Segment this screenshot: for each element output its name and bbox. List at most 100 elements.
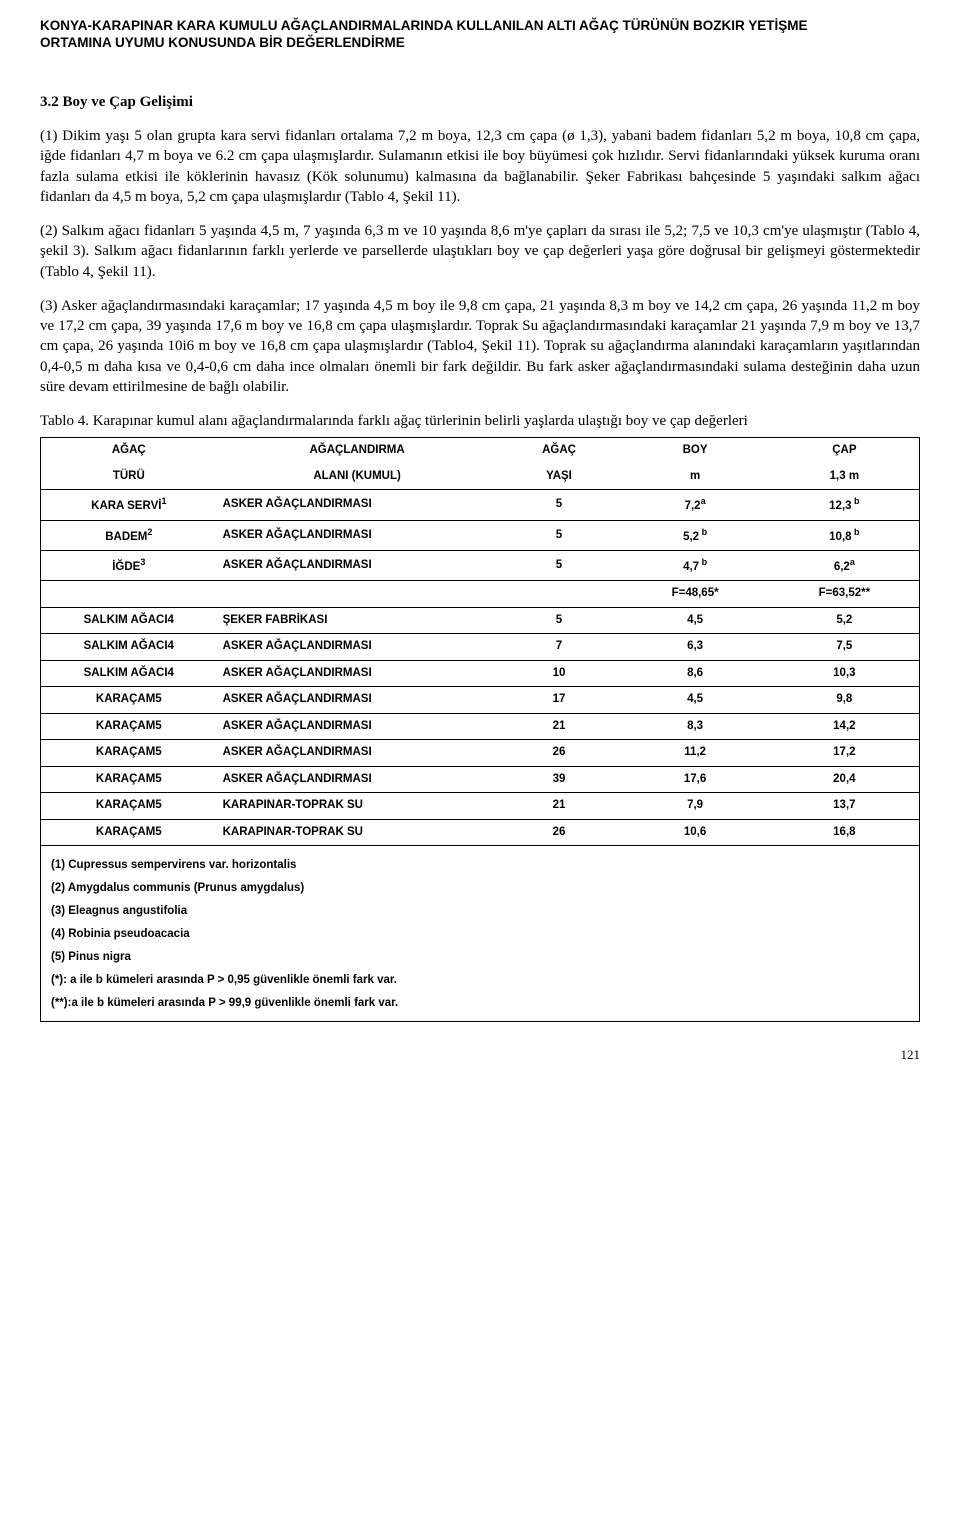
cell: ŞEKER FABRİKASI — [217, 607, 498, 634]
paragraph-3: (3) Asker ağaçlandırmasındaki karaçamlar… — [40, 296, 920, 397]
cell: 10 — [498, 660, 621, 687]
cell: 6,2a — [770, 550, 919, 580]
cell: SALKIM AĞACI4 — [41, 607, 217, 634]
cell: 8,6 — [620, 660, 769, 687]
cell: KARAÇAM5 — [41, 713, 217, 740]
cell: 7,9 — [620, 793, 769, 820]
cell: 39 — [498, 766, 621, 793]
header-line-1: KONYA-KARAPINAR KARA KUMULU AĞAÇLANDIRMA… — [40, 18, 807, 33]
cell: KARAÇAM5 — [41, 793, 217, 820]
cell: 16,8 — [770, 819, 919, 845]
footnote: (2) Amygdalus communis (Prunus amygdalus… — [51, 877, 909, 900]
table-row: KARA SERVİ1 ASKER AĞAÇLANDIRMASI 5 7,2a … — [41, 490, 919, 520]
th-cap: ÇAP — [770, 438, 919, 464]
table-row: KARAÇAM5 ASKER AĞAÇLANDIRMASI 39 17,6 20… — [41, 766, 919, 793]
cell: 5,2 — [770, 607, 919, 634]
cell: 7,2a — [620, 490, 769, 520]
cell: ASKER AĞAÇLANDIRMASI — [217, 660, 498, 687]
cell: 17 — [498, 687, 621, 714]
table-row: KARAÇAM5 ASKER AĞAÇLANDIRMASI 21 8,3 14,… — [41, 713, 919, 740]
cell: ASKER AĞAÇLANDIRMASI — [217, 634, 498, 661]
f-val-2: F=63,52** — [770, 581, 919, 608]
table-row: BADEM2 ASKER AĞAÇLANDIRMASI 5 5,2 b 10,8… — [41, 520, 919, 550]
cell: KARAÇAM5 — [41, 740, 217, 767]
cell: 12,3 b — [770, 490, 919, 520]
th-boy: BOY — [620, 438, 769, 464]
cell: KARAPINAR-TOPRAK SU — [217, 793, 498, 820]
table-row: KARAÇAM5 ASKER AĞAÇLANDIRMASI 17 4,5 9,8 — [41, 687, 919, 714]
th-alani: AĞAÇLANDIRMA — [217, 438, 498, 464]
cell: 17,6 — [620, 766, 769, 793]
footnote: (1) Cupressus sempervirens var. horizont… — [51, 854, 909, 877]
page-number: 121 — [40, 1046, 920, 1064]
cell: ASKER AĞAÇLANDIRMASI — [217, 740, 498, 767]
cell: 6,3 — [620, 634, 769, 661]
table-row: SALKIM AĞACI4 ASKER AĞAÇLANDIRMASI 7 6,3… — [41, 634, 919, 661]
cell: SALKIM AĞACI4 — [41, 660, 217, 687]
cell: 5 — [498, 607, 621, 634]
footnote: (3) Eleagnus angustifolia — [51, 900, 909, 923]
table-header-row-1: AĞAÇ AĞAÇLANDIRMA AĞAÇ BOY ÇAP — [41, 438, 919, 464]
cell: KARAÇAM5 — [41, 687, 217, 714]
f-val-1: F=48,65* — [620, 581, 769, 608]
cell: 5 — [498, 490, 621, 520]
cell: 21 — [498, 713, 621, 740]
cell: ASKER AĞAÇLANDIRMASI — [217, 550, 498, 580]
cell: 10,6 — [620, 819, 769, 845]
table-row: KARAÇAM5 ASKER AĞAÇLANDIRMASI 26 11,2 17… — [41, 740, 919, 767]
cell: 17,2 — [770, 740, 919, 767]
cell: ASKER AĞAÇLANDIRMASI — [217, 520, 498, 550]
th-m: m — [620, 464, 769, 490]
table-4-wrapper: AĞAÇ AĞAÇLANDIRMA AĞAÇ BOY ÇAP TÜRÜ ALAN… — [40, 437, 920, 1022]
cell: 10,3 — [770, 660, 919, 687]
f-row: F=48,65* F=63,52** — [41, 581, 919, 608]
cell: KARAPINAR-TOPRAK SU — [217, 819, 498, 845]
cell: 7 — [498, 634, 621, 661]
footnote: (**):a ile b kümeleri arasında P > 99,9 … — [51, 992, 909, 1015]
th-agac: AĞAÇ — [41, 438, 217, 464]
cell: SALKIM AĞACI4 — [41, 634, 217, 661]
table-row: KARAÇAM5 KARAPINAR-TOPRAK SU 21 7,9 13,7 — [41, 793, 919, 820]
cell: 9,8 — [770, 687, 919, 714]
paragraph-2: (2) Salkım ağacı fidanları 5 yaşında 4,5… — [40, 221, 920, 282]
table-caption: Tablo 4. Karapınar kumul alanı ağaçlandı… — [40, 411, 920, 431]
cell: 21 — [498, 793, 621, 820]
cell: ASKER AĞAÇLANDIRMASI — [217, 687, 498, 714]
table-row: SALKIM AĞACI4 ŞEKER FABRİKASI 5 4,5 5,2 — [41, 607, 919, 634]
cell: KARAÇAM5 — [41, 766, 217, 793]
footnote: (4) Robinia pseudoacacia — [51, 923, 909, 946]
cell: 7,5 — [770, 634, 919, 661]
cell: ASKER AĞAÇLANDIRMASI — [217, 490, 498, 520]
cell: 13,7 — [770, 793, 919, 820]
cell: 20,4 — [770, 766, 919, 793]
th-kumul: ALANI (KUMUL) — [217, 464, 498, 490]
cell: ASKER AĞAÇLANDIRMASI — [217, 713, 498, 740]
table-row: İĞDE3 ASKER AĞAÇLANDIRMASI 5 4,7 b 6,2a — [41, 550, 919, 580]
cell: ASKER AĞAÇLANDIRMASI — [217, 766, 498, 793]
cell: 10,8 b — [770, 520, 919, 550]
paragraph-1: (1) Dikim yaşı 5 olan grupta kara servi … — [40, 126, 920, 207]
cell: 5 — [498, 550, 621, 580]
table-footnotes: (1) Cupressus sempervirens var. horizont… — [41, 845, 919, 1021]
page-header: KONYA-KARAPINAR KARA KUMULU AĞAÇLANDIRMA… — [40, 18, 920, 52]
table-row: KARAÇAM5 KARAPINAR-TOPRAK SU 26 10,6 16,… — [41, 819, 919, 845]
th-turu: TÜRÜ — [41, 464, 217, 490]
cell: 4,7 b — [620, 550, 769, 580]
footnote: (*): a ile b kümeleri arasında P > 0,95 … — [51, 969, 909, 992]
th-13m: 1,3 m — [770, 464, 919, 490]
cell: 11,2 — [620, 740, 769, 767]
cell: 26 — [498, 819, 621, 845]
th-yasi2: YAŞI — [498, 464, 621, 490]
cell: 5 — [498, 520, 621, 550]
cell: KARAÇAM5 — [41, 819, 217, 845]
table-header-row-2: TÜRÜ ALANI (KUMUL) YAŞI m 1,3 m — [41, 464, 919, 490]
cell: İĞDE3 — [41, 550, 217, 580]
cell: 8,3 — [620, 713, 769, 740]
cell: KARA SERVİ1 — [41, 490, 217, 520]
table-row: SALKIM AĞACI4 ASKER AĞAÇLANDIRMASI 10 8,… — [41, 660, 919, 687]
header-line-2: ORTAMINA UYUMU KONUSUNDA BİR DEĞERLENDİR… — [40, 35, 405, 50]
th-yasi: AĞAÇ — [498, 438, 621, 464]
cell: 4,5 — [620, 607, 769, 634]
table-4: AĞAÇ AĞAÇLANDIRMA AĞAÇ BOY ÇAP TÜRÜ ALAN… — [41, 438, 919, 845]
cell: 26 — [498, 740, 621, 767]
